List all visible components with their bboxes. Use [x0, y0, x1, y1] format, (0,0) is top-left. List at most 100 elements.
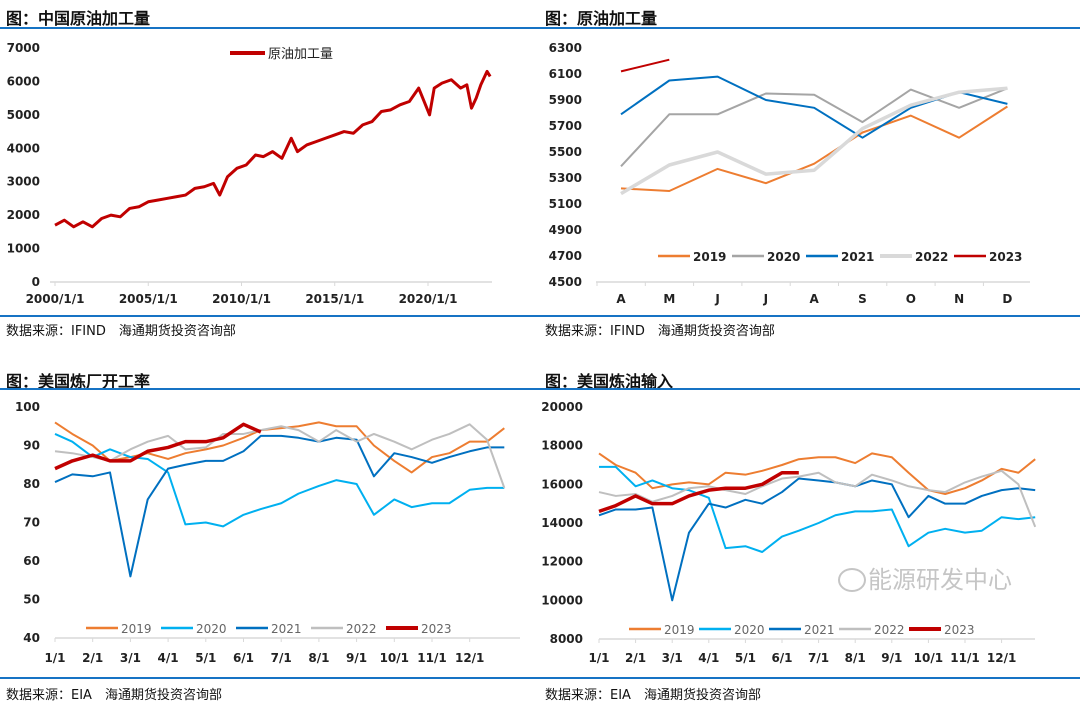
x-tick-label: N [954, 292, 964, 306]
y-tick-label: 40 [23, 631, 40, 645]
y-tick-label: 0 [32, 275, 40, 289]
chart1-source: 数据来源：IFIND 海通期货投资咨询部 [6, 324, 236, 339]
x-tick-label: 10/1 [380, 651, 409, 665]
y-tick-label: 5000 [7, 108, 40, 122]
y-tick-label: 80 [23, 477, 40, 491]
chart2-source: 数据来源：IFIND 海通期货投资咨询部 [545, 324, 775, 339]
y-tick-label: 4700 [549, 249, 582, 263]
x-tick-label: 2020/1/1 [399, 292, 458, 306]
chart4-source: 数据来源：EIA 海通期货投资咨询部 [545, 688, 761, 703]
chart3-bottom-rule [0, 677, 540, 679]
y-tick-label: 1000 [7, 242, 40, 256]
y-tick-label: 16000 [541, 477, 583, 491]
y-tick-label: 5100 [549, 197, 582, 211]
y-tick-label: 2000 [7, 208, 40, 222]
legend-label-2019: 2019 [664, 623, 695, 637]
x-tick-label: 4/1 [698, 651, 719, 665]
chart2-top-rule [540, 27, 1080, 29]
x-tick-label: 8/1 [845, 651, 866, 665]
x-tick-label: 11/1 [950, 651, 979, 665]
y-tick-label: 100 [15, 400, 40, 414]
x-tick-label: 10/1 [914, 651, 943, 665]
x-tick-label: 6/1 [233, 651, 254, 665]
legend-label-2022: 2022 [346, 622, 377, 636]
y-tick-label: 8000 [550, 632, 583, 646]
chart1-bottom-rule [0, 315, 540, 317]
chart4-title: 图：美国炼油输入 [545, 372, 674, 391]
y-tick-label: 10000 [541, 593, 583, 607]
chart2-bottom-rule [540, 315, 1080, 317]
chart4-bottom-rule [540, 677, 1080, 679]
y-tick-label: 90 [23, 439, 40, 453]
chart4-top-rule [540, 388, 1080, 390]
y-tick-label: 18000 [541, 439, 583, 453]
x-tick-label: O [906, 292, 916, 306]
x-tick-label: 2015/1/1 [305, 292, 364, 306]
legend-label-2022: 2022 [874, 623, 905, 637]
y-tick-label: 6100 [549, 67, 582, 81]
legend-label-2023: 2023 [989, 250, 1022, 264]
legend-label-2020: 2020 [196, 622, 227, 636]
legend-label-原油加工量: 原油加工量 [268, 47, 333, 62]
y-tick-label: 4500 [549, 275, 582, 289]
y-tick-label: 5700 [549, 119, 582, 133]
y-tick-label: 50 [23, 593, 40, 607]
chart2-title: 图：原油加工量 [545, 9, 658, 28]
x-tick-label: 2005/1/1 [119, 292, 178, 306]
legend-label-2019: 2019 [693, 250, 726, 264]
y-tick-label: 6300 [549, 41, 582, 55]
legend-label-2023: 2023 [944, 623, 975, 637]
y-tick-label: 14000 [541, 516, 583, 530]
x-tick-label: 7/1 [808, 651, 829, 665]
chart3-top-rule [0, 388, 540, 390]
x-tick-label: A [810, 292, 820, 306]
series-line-2022 [598, 469, 1037, 528]
x-tick-label: J [763, 292, 768, 306]
x-tick-label: 6/1 [771, 651, 792, 665]
legend-label-2021: 2021 [841, 250, 874, 264]
series-line-2023 [54, 422, 262, 471]
x-tick-label: 8/1 [308, 651, 329, 665]
x-tick-label: 4/1 [158, 651, 179, 665]
x-tick-label: 11/1 [417, 651, 446, 665]
legend-label-2022: 2022 [915, 250, 948, 264]
series-line-2023 [620, 58, 670, 73]
chart1-title: 图：中国原油加工量 [6, 9, 151, 28]
y-tick-label: 5500 [549, 145, 582, 159]
chart1-top-rule [0, 27, 540, 29]
x-tick-label: 5/1 [735, 651, 756, 665]
legend-label-2020: 2020 [734, 623, 765, 637]
wechat-icon [838, 568, 866, 592]
legend-label-2019: 2019 [121, 622, 152, 636]
y-tick-label: 6000 [7, 74, 40, 88]
watermark: 能源研发中心 [868, 566, 1012, 594]
y-tick-label: 7000 [7, 41, 40, 55]
chart3-title: 图：美国炼厂开工率 [6, 372, 151, 391]
x-tick-label: 9/1 [346, 651, 367, 665]
y-tick-label: 12000 [541, 555, 583, 569]
x-tick-label: M [663, 292, 675, 306]
x-tick-label: 2/1 [625, 651, 646, 665]
x-tick-label: S [858, 292, 867, 306]
y-tick-label: 5900 [549, 93, 582, 107]
x-tick-label: J [714, 292, 719, 306]
x-tick-label: 3/1 [662, 651, 683, 665]
x-tick-label: D [1002, 292, 1012, 306]
y-tick-label: 3000 [7, 175, 40, 189]
x-tick-label: 9/1 [881, 651, 902, 665]
x-tick-label: 2000/1/1 [26, 292, 85, 306]
x-tick-label: 2010/1/1 [212, 292, 271, 306]
series-line-原油加工量 [54, 69, 492, 229]
legend-label-2021: 2021 [271, 622, 302, 636]
x-tick-label: 7/1 [271, 651, 292, 665]
x-tick-label: 12/1 [987, 651, 1016, 665]
legend-label-2023: 2023 [421, 622, 452, 636]
y-tick-label: 4900 [549, 223, 582, 237]
legend-label-2021: 2021 [804, 623, 835, 637]
x-tick-label: 12/1 [455, 651, 484, 665]
y-tick-label: 70 [23, 516, 40, 530]
